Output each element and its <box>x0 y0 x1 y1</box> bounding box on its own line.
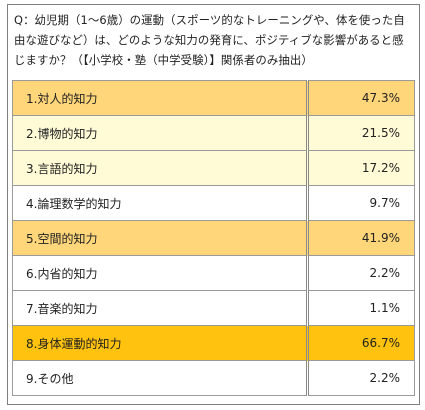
row-value: 47.3% <box>306 80 415 116</box>
question-text: Q：幼児期（1〜6歳）の運動（スポーツ的なトレーニングや、体を使った自 由な遊び… <box>8 5 419 72</box>
table-row: 7.音楽的知力 1.1% <box>12 290 415 326</box>
row-label: 4.論理数学的知力 <box>12 185 308 221</box>
table-row: 8.身体運動的知力 66.7% <box>12 325 415 361</box>
results-table: 1.対人的知力 47.3% 2.博物的知力 21.5% 3.言語的知力 17.2… <box>12 80 415 396</box>
table-row: 3.言語的知力 17.2% <box>12 150 415 186</box>
row-value: 1.1% <box>306 290 415 326</box>
table-row: 4.論理数学的知力 9.7% <box>12 185 415 221</box>
table-row: 1.対人的知力 47.3% <box>12 80 415 116</box>
row-label: 8.身体運動的知力 <box>12 325 308 361</box>
question-line: じますか？（【小学校・塾（中学受験）】関係者のみ抽出） <box>14 53 313 67</box>
row-label: 7.音楽的知力 <box>12 290 308 326</box>
row-value: 17.2% <box>306 150 415 186</box>
row-label: 9.その他 <box>12 360 308 396</box>
row-value: 66.7% <box>306 325 415 361</box>
survey-frame: Q：幼児期（1〜6歳）の運動（スポーツ的なトレーニングや、体を使った自 由な遊び… <box>7 4 420 405</box>
row-value: 21.5% <box>306 115 415 151</box>
row-label: 2.博物的知力 <box>12 115 308 151</box>
question-line: Q：幼児期（1〜6歳）の運動（スポーツ的なトレーニングや、体を使った自 <box>14 13 405 27</box>
row-label: 6.内省的知力 <box>12 255 308 291</box>
row-value: 9.7% <box>306 185 415 221</box>
row-label: 1.対人的知力 <box>12 80 308 116</box>
table-row: 2.博物的知力 21.5% <box>12 115 415 151</box>
question-line: 由な遊びなど）は、どのような知力の発育に、ポジティブな影響があると感 <box>14 33 404 47</box>
table-row: 6.内省的知力 2.2% <box>12 255 415 291</box>
table-row: 9.その他 2.2% <box>12 360 415 396</box>
row-value: 2.2% <box>306 360 415 396</box>
row-value: 2.2% <box>306 255 415 291</box>
row-label: 3.言語的知力 <box>12 150 308 186</box>
row-label: 5.空間的知力 <box>12 220 308 256</box>
table-row: 5.空間的知力 41.9% <box>12 220 415 256</box>
row-value: 41.9% <box>306 220 415 256</box>
